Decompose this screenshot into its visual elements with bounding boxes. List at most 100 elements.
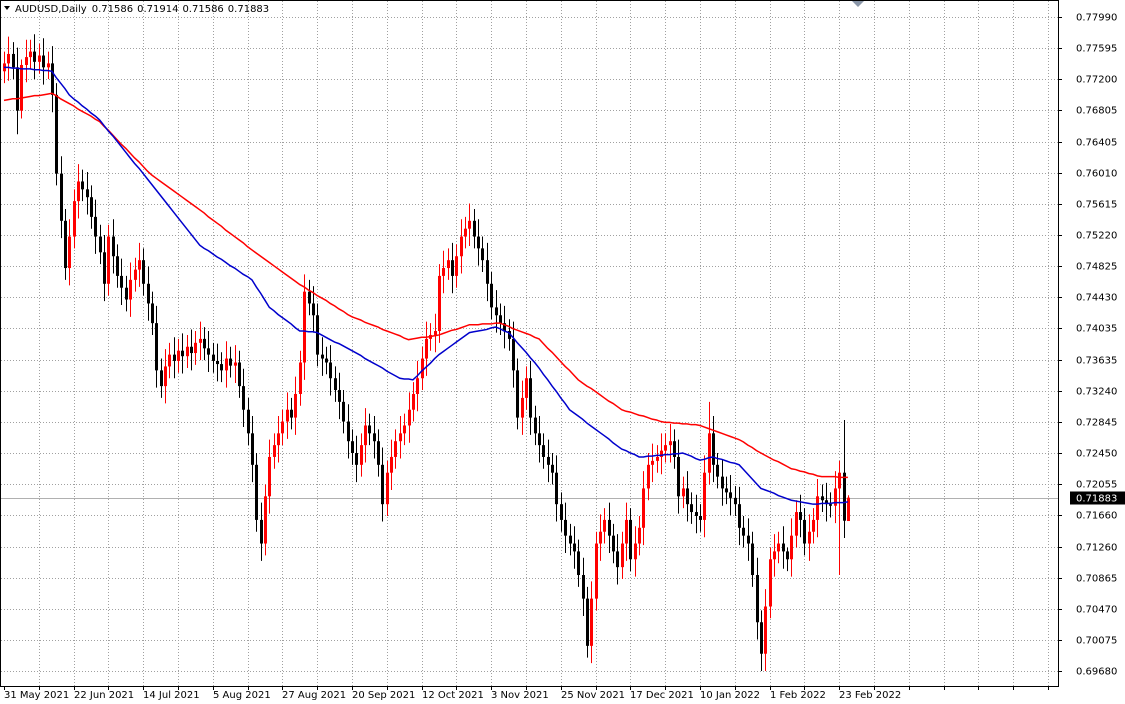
candle-body — [464, 228, 467, 237]
candle-body — [534, 417, 537, 434]
candle-body — [790, 535, 793, 560]
candle-body — [490, 283, 493, 308]
candle-body — [177, 350, 180, 361]
candle-body — [408, 409, 411, 426]
candle-body — [786, 551, 789, 560]
candle-body — [190, 346, 193, 354]
candle-body — [216, 360, 219, 365]
candle-body — [738, 504, 741, 528]
candle-body — [60, 173, 63, 221]
candle-body — [112, 236, 115, 257]
candle-body — [455, 256, 458, 276]
candle-body — [460, 236, 463, 257]
candle-body — [829, 504, 832, 506]
candle-body — [642, 488, 645, 528]
y-tick-label: 0.72055 — [1076, 480, 1117, 491]
candle-body — [821, 496, 824, 501]
candle-body — [769, 559, 772, 607]
x-tick-label: 31 May 2021 — [4, 690, 69, 701]
moving-average-line — [4, 66, 849, 505]
candle-body — [399, 433, 402, 442]
y-tick-label: 0.73240 — [1076, 387, 1117, 398]
y-tick-label: 0.76405 — [1076, 138, 1117, 149]
open-value: 0.71586 — [92, 4, 133, 15]
candle-body — [812, 519, 815, 532]
header-menu-icon[interactable] — [4, 6, 10, 10]
candle-body — [294, 393, 297, 418]
candle-body — [512, 338, 515, 371]
plot-frame — [0, 0, 1059, 687]
y-tick-label: 0.76010 — [1076, 169, 1117, 180]
candle-body — [181, 350, 184, 357]
candle-body — [316, 315, 319, 355]
candle-body — [351, 441, 354, 454]
candle-body — [199, 338, 202, 343]
candle-body — [742, 527, 745, 536]
candle-body — [147, 283, 150, 304]
candle-body — [499, 315, 502, 324]
candle-body — [390, 456, 393, 473]
candle-body — [312, 303, 315, 316]
candle-body — [486, 260, 489, 284]
candle-body — [542, 445, 545, 457]
candle-body — [86, 189, 89, 198]
candle-body — [708, 433, 711, 473]
candle-body — [281, 421, 284, 434]
candle-body — [7, 53, 10, 64]
candle-body — [425, 338, 428, 359]
candle-body — [134, 269, 137, 280]
candle-body — [468, 220, 471, 229]
candle-body — [403, 425, 406, 434]
candle-body — [116, 256, 119, 276]
candle-body — [699, 515, 702, 520]
candle-body — [373, 433, 376, 442]
candle-body — [55, 94, 58, 174]
header-text: AUDUSD,Daily 0.71586 0.71914 0.71586 0.71883 — [15, 4, 269, 15]
candle-body — [342, 401, 345, 422]
candle-body — [777, 543, 780, 552]
y-tick-label: 0.69680 — [1076, 667, 1117, 678]
candle-body — [107, 236, 110, 284]
candle-body — [394, 441, 397, 457]
candle-body — [47, 63, 50, 68]
candle-body — [677, 456, 680, 497]
candle-body — [843, 472, 846, 521]
candle-body — [569, 535, 572, 544]
candle-body — [273, 445, 276, 457]
candle-body — [303, 291, 306, 363]
candle-body — [586, 598, 589, 646]
candle-body — [442, 268, 445, 276]
candle-body — [516, 370, 519, 418]
candle-body — [33, 51, 36, 62]
candle-body — [38, 55, 41, 62]
candle-body — [81, 181, 84, 190]
candle-body — [299, 362, 302, 394]
candle-body — [212, 354, 215, 361]
candle-body — [555, 472, 558, 505]
x-tick-label: 1 Feb 2022 — [770, 690, 826, 701]
candle-body — [834, 488, 837, 506]
candle-body — [560, 504, 563, 520]
candle-body — [247, 409, 250, 434]
shift-marker[interactable] — [852, 1, 864, 7]
symbol: AUDUSD,Daily — [15, 4, 87, 15]
candle-body — [260, 519, 263, 544]
candle-body — [51, 63, 54, 95]
x-tick-label: 14 Jul 2021 — [143, 690, 200, 701]
candle-body — [721, 476, 724, 489]
candle-body — [703, 472, 706, 520]
candle-body — [634, 543, 637, 560]
candle-body — [595, 543, 598, 599]
y-tick-label: 0.70470 — [1076, 605, 1117, 616]
candle-body — [551, 464, 554, 473]
candle-body — [125, 287, 128, 300]
candle-body — [608, 519, 611, 536]
candle-body — [421, 358, 424, 379]
candle-body — [73, 201, 76, 237]
y-tick-label: 0.71260 — [1076, 543, 1117, 554]
candle-body — [582, 575, 585, 599]
candle-body — [138, 260, 141, 270]
candle-body — [160, 370, 163, 387]
